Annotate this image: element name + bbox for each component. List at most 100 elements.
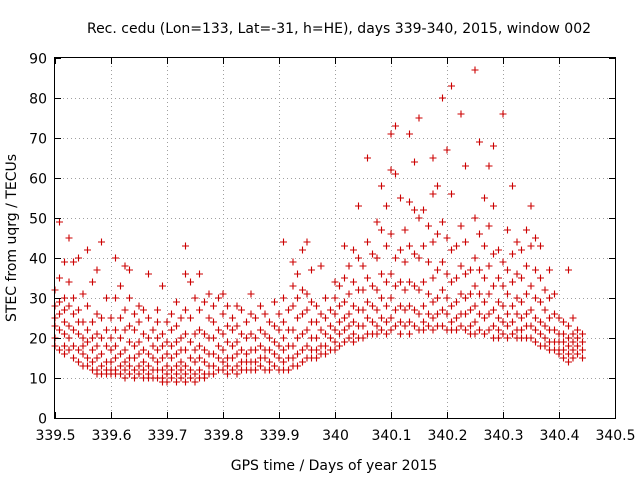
data-point <box>107 334 115 342</box>
data-point <box>476 290 483 298</box>
data-point <box>187 278 194 286</box>
data-point <box>485 310 493 318</box>
data-point <box>569 354 577 362</box>
data-point <box>513 310 521 318</box>
data-point <box>565 334 572 342</box>
data-point <box>126 294 133 302</box>
data-point <box>140 358 147 366</box>
data-point <box>89 358 96 366</box>
data-point <box>495 274 502 282</box>
data-point <box>406 330 413 338</box>
data-point <box>378 226 385 234</box>
data-point <box>373 330 381 338</box>
data-point <box>275 342 283 350</box>
data-point <box>89 318 96 326</box>
data-point <box>112 294 119 302</box>
data-point <box>191 378 199 386</box>
data-point <box>112 326 119 334</box>
data-point <box>523 262 530 270</box>
data-point <box>289 354 297 362</box>
data-point <box>271 338 278 346</box>
data-point <box>149 326 157 334</box>
data-point <box>271 362 278 370</box>
data-point <box>481 194 488 202</box>
data-point <box>457 322 465 330</box>
data-point <box>439 322 446 330</box>
data-point <box>345 322 353 330</box>
data-point <box>257 362 264 370</box>
data-point <box>565 350 572 358</box>
data-point <box>467 290 474 298</box>
data-point <box>359 262 367 270</box>
data-point <box>406 130 413 138</box>
data-point <box>490 306 497 314</box>
data-point <box>429 326 437 334</box>
data-point <box>429 314 437 322</box>
data-point <box>373 254 381 262</box>
data-point <box>453 326 460 334</box>
data-point <box>331 326 339 334</box>
data-point <box>392 322 399 330</box>
data-point <box>546 314 553 322</box>
data-point <box>355 254 362 262</box>
data-point <box>327 322 334 330</box>
data-point <box>490 202 497 210</box>
data-point <box>546 266 553 274</box>
data-point <box>406 318 413 326</box>
data-point <box>275 310 283 318</box>
data-point <box>579 338 586 346</box>
data-point <box>336 330 343 338</box>
data-point <box>331 310 339 318</box>
data-point <box>98 334 105 342</box>
data-point <box>126 362 133 370</box>
data-point <box>443 294 451 302</box>
data-point <box>429 190 437 198</box>
data-point <box>257 302 264 310</box>
data-point <box>350 338 357 346</box>
data-point <box>322 314 329 322</box>
data-point <box>462 294 469 302</box>
data-point <box>243 318 250 326</box>
data-point <box>205 314 213 322</box>
data-point <box>294 314 301 322</box>
data-point <box>485 262 493 270</box>
data-point <box>112 354 119 362</box>
data-point <box>341 338 348 346</box>
data-point <box>233 350 241 358</box>
data-point <box>266 366 273 374</box>
data-point <box>378 294 385 302</box>
data-point <box>322 350 329 358</box>
data-point <box>271 322 278 330</box>
data-point <box>364 314 371 322</box>
data-point <box>163 350 171 358</box>
data-point <box>574 334 581 342</box>
data-point <box>322 294 329 302</box>
data-point <box>233 338 241 346</box>
data-point <box>392 282 399 290</box>
data-point <box>145 362 152 370</box>
data-point <box>504 322 511 330</box>
data-point <box>140 330 147 338</box>
data-point <box>364 298 371 306</box>
data-point <box>331 294 339 302</box>
data-point <box>135 318 143 326</box>
data-point <box>84 246 91 254</box>
data-point <box>551 326 558 334</box>
data-point <box>210 370 217 378</box>
data-point <box>551 310 558 318</box>
data-point <box>294 294 301 302</box>
data-point <box>65 302 73 310</box>
data-point <box>289 258 297 266</box>
data-point <box>145 314 152 322</box>
data-point <box>331 278 339 286</box>
data-point <box>135 362 143 370</box>
data-point <box>420 318 427 326</box>
data-point <box>485 222 493 230</box>
data-point <box>61 342 68 350</box>
data-point <box>219 346 227 354</box>
x-tick-label: 340.2 <box>427 428 467 444</box>
data-point <box>266 346 273 354</box>
data-point <box>271 298 278 306</box>
data-point <box>336 302 343 310</box>
data-point <box>476 266 483 274</box>
